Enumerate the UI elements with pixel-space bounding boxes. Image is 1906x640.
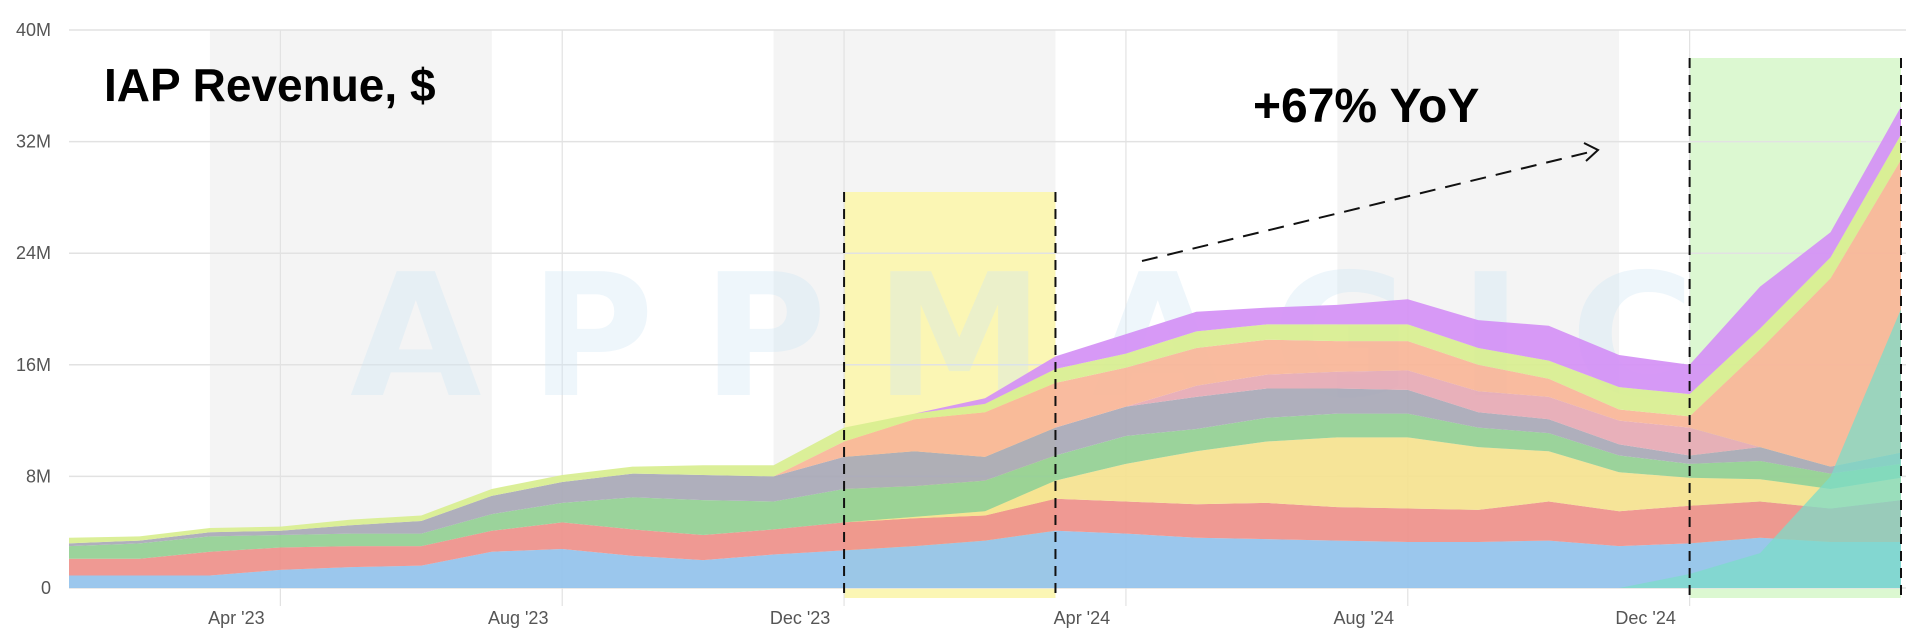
yoy-annotation: +67% YoY (1253, 80, 1479, 133)
area-series (69, 413, 1901, 559)
x-tick-label: Aug '24 (1334, 608, 1395, 628)
x-axis-ticks: Apr '23 Aug '23 Dec '23 Apr '24 Aug '24 Dec '… (208, 608, 1676, 628)
y-tick-label: 32M (16, 132, 51, 152)
area-series (69, 437, 1901, 559)
x-tick-label: Apr '23 (208, 608, 264, 628)
y-tick-label: 24M (16, 243, 51, 263)
teal-overlay-area (1619, 309, 1901, 588)
area-series (69, 388, 1901, 547)
background-band (209, 30, 492, 588)
y-tick-label: 8M (26, 466, 51, 486)
dashed-markers (843, 58, 1902, 598)
y-tick-label: 40M (16, 20, 51, 40)
y-tick-label: 16M (16, 355, 51, 375)
area-series (69, 106, 1901, 588)
trend-arrow-head (1583, 142, 1600, 162)
area-series (69, 530, 1901, 588)
x-tick-label: Dec '24 (1615, 608, 1675, 628)
y-tick-label: 0 (41, 578, 51, 598)
x-tick-label: Aug '23 (488, 608, 549, 628)
area-series (69, 498, 1901, 576)
x-tick-label: Apr '24 (1054, 608, 1110, 628)
trend-arrow (1141, 142, 1600, 262)
y-axis-ticks: 0 8M 16M 24M 32M 40M (16, 20, 51, 598)
x-tick-label: Dec '23 (770, 608, 830, 628)
chart-title: IAP Revenue, $ (104, 59, 436, 111)
